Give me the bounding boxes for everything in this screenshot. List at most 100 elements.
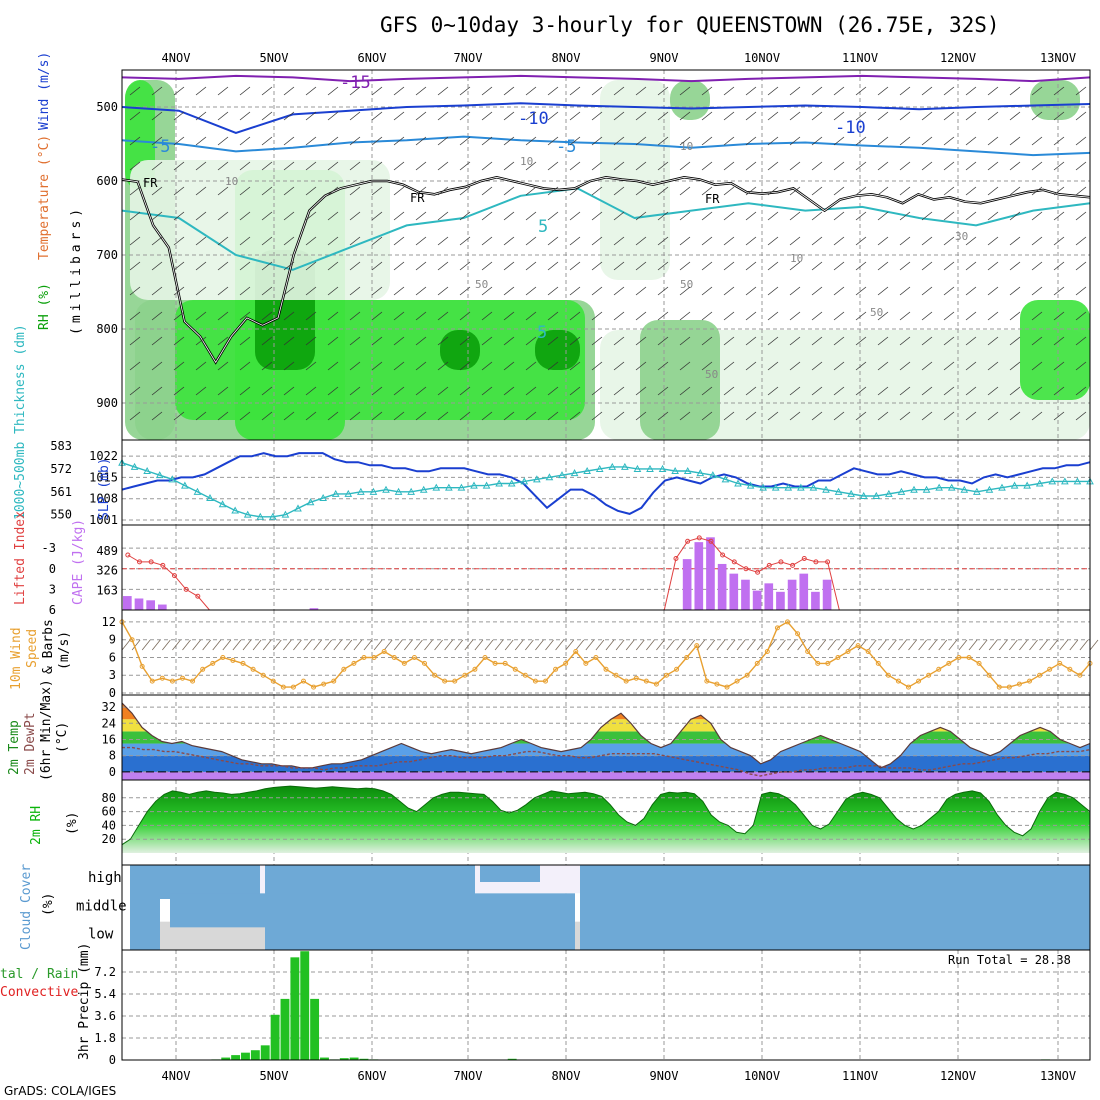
wind-barb	[1031, 186, 1043, 196]
temp-tick-label: 24	[102, 716, 116, 730]
wind-speed-marker	[754, 660, 760, 666]
wind-barb	[569, 261, 581, 271]
wind-barb	[481, 161, 493, 171]
wind-barb	[547, 161, 559, 171]
wind-barb	[1053, 411, 1065, 421]
rh-fill-region	[130, 160, 390, 300]
wind-barb	[151, 161, 163, 171]
wind-barb	[547, 336, 559, 346]
wind-barb	[239, 336, 251, 346]
wind-barb	[415, 211, 427, 221]
li-tick-label: -3	[42, 541, 56, 555]
wind-barb	[789, 361, 801, 371]
thickness-marker	[809, 483, 818, 491]
wind-barb	[195, 386, 207, 396]
top-date-axis: 4NOV 5NOV 6NOV 7NOV 8NOV 9NOV 10NOV 11NOV 12NOV 1…	[162, 51, 1077, 65]
wind-barb	[837, 639, 847, 651]
wind-barb	[261, 161, 273, 171]
wind-barb	[833, 411, 845, 421]
wind-barb	[899, 411, 911, 421]
cape-bar	[134, 598, 144, 610]
wind-barb	[261, 86, 273, 96]
wind-barb	[745, 211, 757, 221]
precip-bar	[260, 1045, 270, 1060]
wind-barb	[547, 411, 559, 421]
wind-barb	[569, 136, 581, 146]
cape-tick-label: 489	[96, 544, 118, 558]
wind-barb	[569, 161, 581, 171]
thickness-marker	[897, 487, 906, 495]
wind-barb	[525, 161, 537, 171]
wind-barb	[1031, 336, 1043, 346]
wind-barb	[569, 86, 581, 96]
rh-contour-label: 50	[680, 278, 693, 291]
wind-barb	[393, 361, 405, 371]
wind-barb	[327, 86, 339, 96]
wind-barb	[525, 186, 537, 196]
rh-tick-label: 40	[102, 818, 116, 832]
slp-tick-label: 1022	[89, 449, 118, 463]
wind-barb	[987, 386, 999, 396]
wind-barb	[591, 136, 603, 146]
precip-tick-label: 0	[109, 1053, 116, 1067]
wind-barb	[217, 286, 229, 296]
wind-speed-marker	[159, 675, 165, 681]
wind-barb	[504, 639, 514, 651]
thickness-marker	[608, 462, 617, 470]
wind-barb	[305, 161, 317, 171]
thickness-marker	[394, 487, 403, 495]
pressure-tick-label: 800	[96, 322, 118, 336]
thickness-marker	[784, 483, 793, 491]
wind-barb	[968, 639, 978, 651]
thickness-marker	[922, 485, 931, 493]
wind-barb	[1009, 211, 1021, 221]
wind-barb	[349, 386, 361, 396]
wind-barb	[701, 211, 713, 221]
wind-barb	[525, 286, 537, 296]
wind-speed-marker	[190, 678, 196, 684]
wind-speed-marker	[270, 678, 276, 684]
wind-barb	[327, 136, 339, 146]
wind-speed-marker	[452, 678, 458, 684]
wind-barb	[723, 111, 735, 121]
wind-barb	[437, 86, 449, 96]
wind-barb	[129, 336, 141, 346]
contour-label: -5	[556, 137, 576, 157]
wind-barb	[591, 386, 603, 396]
wind-barb	[393, 86, 405, 96]
thickness-marker	[432, 483, 441, 491]
wind-barb	[371, 161, 383, 171]
wind-barb	[503, 261, 515, 271]
li-axis-labels: Lifted Index CAPE (J/kg)	[13, 511, 86, 605]
li-tick-label: 3	[49, 582, 56, 596]
wind-barb	[195, 361, 207, 371]
wind-speed-marker	[553, 666, 559, 672]
rh-fill-region	[640, 320, 720, 440]
wind-barb	[343, 639, 353, 651]
cloud-panel: high middle low Cloud Cover (%)	[19, 864, 1090, 950]
wind-barb	[415, 136, 427, 146]
wind-barb	[525, 261, 537, 271]
wind-barb	[464, 639, 474, 651]
wind-barb	[371, 336, 383, 346]
wind-speed-marker	[512, 666, 518, 672]
thickness-marker	[859, 491, 868, 499]
precip-bar	[339, 1058, 349, 1060]
wind-barb	[877, 161, 889, 171]
wind-speed-marker	[341, 666, 347, 672]
wind-barb	[921, 311, 933, 321]
thickness-marker	[482, 481, 491, 489]
wind-barb	[437, 361, 449, 371]
wind-barb	[899, 236, 911, 246]
wind-barb	[591, 86, 603, 96]
wind-barb	[877, 111, 889, 121]
wind-barb	[746, 639, 756, 651]
wind-barb	[701, 86, 713, 96]
wind-speed-marker	[129, 637, 135, 643]
thickness-marker	[646, 464, 654, 472]
wind-barb	[503, 361, 515, 371]
wind-barb	[327, 161, 339, 171]
wind-barb	[239, 261, 251, 271]
wind-barb	[239, 286, 251, 296]
